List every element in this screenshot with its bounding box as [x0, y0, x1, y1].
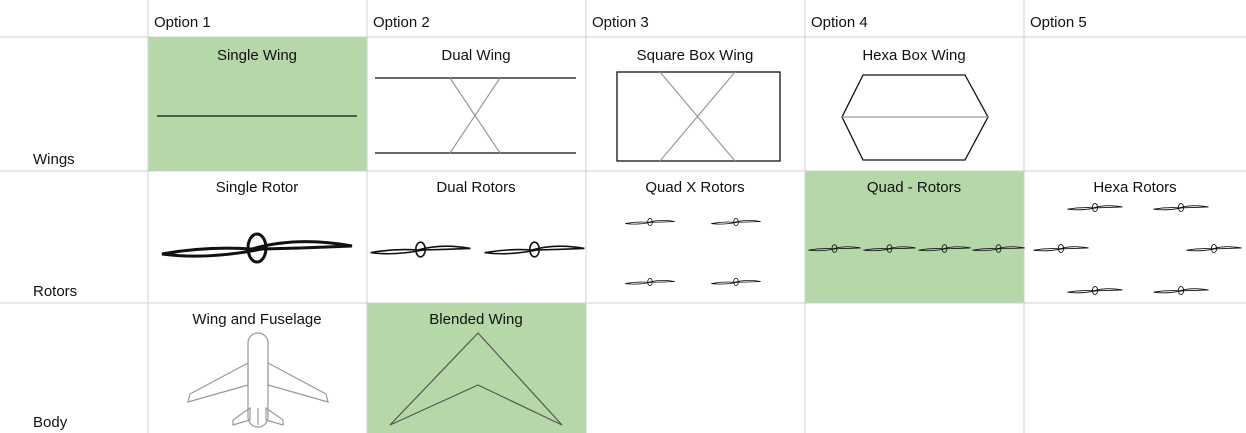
- cell-title: Hexa Rotors: [1093, 179, 1176, 196]
- cell-title: Dual Wing: [441, 47, 510, 64]
- cell-title: Quad X Rotors: [645, 179, 744, 196]
- cell-title: Quad - Rotors: [867, 179, 961, 196]
- row-label: Rotors: [33, 283, 77, 300]
- column-header: Option 4: [811, 14, 868, 31]
- rotor-sketches: [160, 202, 1243, 296]
- cell-title: Square Box Wing: [637, 47, 754, 64]
- selected-cell: [148, 37, 367, 171]
- column-header: Option 5: [1030, 14, 1087, 31]
- cell-title: Blended Wing: [429, 311, 522, 328]
- selected-cell: [805, 171, 1024, 303]
- cell-title: Single Rotor: [216, 179, 299, 196]
- wing-sketches: [157, 71, 989, 162]
- cell-title: Single Wing: [217, 47, 297, 64]
- cell-title: Dual Rotors: [436, 179, 515, 196]
- column-header: Option 1: [154, 14, 211, 31]
- cell-title: Wing and Fuselage: [192, 311, 321, 328]
- body-sketches: [187, 332, 563, 428]
- column-header: Option 3: [592, 14, 649, 31]
- row-label: Body: [33, 414, 68, 431]
- column-header: Option 2: [373, 14, 430, 31]
- cell-title: Hexa Box Wing: [862, 47, 965, 64]
- row-label: Wings: [33, 151, 75, 168]
